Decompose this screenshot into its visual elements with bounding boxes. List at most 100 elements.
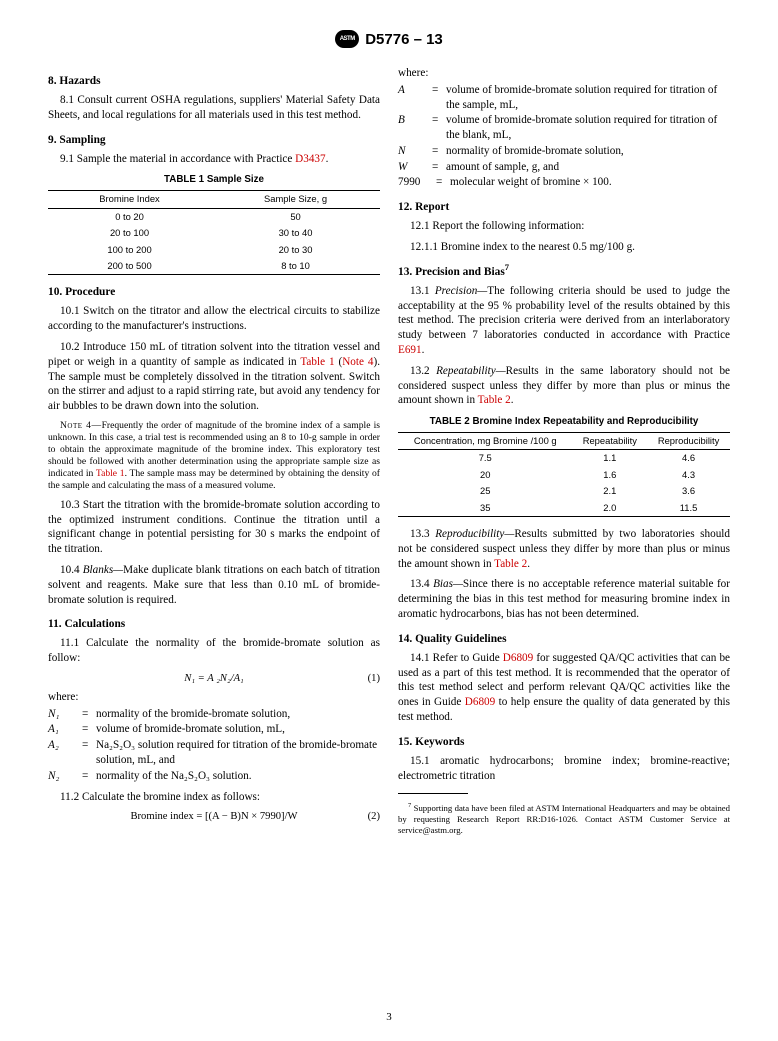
page-number: 3	[386, 1011, 392, 1023]
table-2-col2-head: Repeatability	[573, 433, 648, 450]
table-2-col1-head: Concentration, mg Bromine /100 g	[398, 433, 573, 450]
table-2-wrap: TABLE 2 Bromine Index Repeatability and …	[398, 416, 730, 517]
para-13-3-i: Reproducibility—	[435, 528, 514, 540]
table-2-col3-head: Reproducibility	[647, 433, 730, 450]
def-row: A=volume of bromide-bromate solution req…	[398, 83, 730, 113]
def-eq: =	[432, 83, 446, 113]
eq1-num: (1)	[368, 672, 380, 686]
def-sym: B	[398, 113, 432, 143]
table-row: 7.51.14.6	[398, 450, 730, 467]
def-row: N=normality of bromide-bromate solution,	[398, 144, 730, 159]
ref-table-1-a[interactable]: Table 1	[300, 356, 334, 368]
para-13-2-c: .	[511, 394, 514, 406]
para-13-1-c: .	[422, 344, 425, 356]
para-14-1-a: 14.1 Refer to Guide	[410, 652, 503, 664]
def-sym: A₁	[48, 722, 82, 737]
def-eq: =	[82, 707, 96, 722]
table-1: Bromine Index Sample Size, g 0 to 2050 2…	[48, 190, 380, 275]
section-13-head-a: 13. Precision and Bias	[398, 266, 505, 278]
eq1-body: N₁ = A ₂N₂/A₁	[184, 673, 243, 684]
section-11-head: 11. Calculations	[48, 617, 380, 632]
table-cell: 35	[398, 500, 573, 517]
table-cell: 0 to 20	[48, 208, 211, 225]
ref-d6809-a[interactable]: D6809	[503, 652, 533, 664]
def-row: B=volume of bromide-bromate solution req…	[398, 113, 730, 143]
para-14-1: 14.1 Refer to Guide D6809 for suggested …	[398, 651, 730, 725]
def-eq: =	[436, 175, 450, 190]
def-txt: volume of bromide-bromate solution requi…	[446, 113, 730, 143]
def-eq: =	[82, 738, 96, 768]
para-10-4-a: 10.4	[60, 564, 83, 576]
section-10-head: 10. Procedure	[48, 285, 380, 300]
table-cell: 8 to 10	[211, 258, 380, 275]
ref-d3437[interactable]: D3437	[295, 153, 325, 165]
ref-table-2-a[interactable]: Table 2	[478, 394, 511, 406]
para-13-4-i: Bias—	[433, 578, 463, 590]
footnote-separator	[398, 793, 468, 794]
table-cell: 20 to 30	[211, 242, 380, 258]
table-1-caption: TABLE 1 Sample Size	[48, 174, 380, 187]
table-cell: 50	[211, 208, 380, 225]
def-txt: normality of the Na₂S₂O₃ solution.	[96, 769, 380, 784]
note-4: Note 4—Frequently the order of magnitude…	[48, 420, 380, 492]
table-cell: 20	[398, 467, 573, 483]
def-eq: =	[82, 769, 96, 784]
def-eq: =	[82, 722, 96, 737]
table-row: 252.13.6	[398, 483, 730, 499]
table-cell: 30 to 40	[211, 225, 380, 241]
section-8-head: 8. Hazards	[48, 74, 380, 89]
def-sym: N	[398, 144, 432, 159]
para-13-2: 13.2 Repeatability—Results in the same l…	[398, 364, 730, 408]
eq2-body: Bromine index = [(A − B)N × 7990]/W	[130, 811, 297, 822]
para-13-3-c: .	[527, 558, 530, 570]
ref-d6809-b[interactable]: D6809	[465, 696, 495, 708]
table-cell: 1.1	[573, 450, 648, 467]
table-2: Concentration, mg Bromine /100 g Repeata…	[398, 432, 730, 517]
ref-table-1-b[interactable]: Table 1	[96, 468, 125, 479]
table-cell: 100 to 200	[48, 242, 211, 258]
para-9-1-b: .	[326, 153, 329, 165]
def-row: W=amount of sample, g, and	[398, 160, 730, 175]
section-13-sup: 7	[505, 262, 509, 272]
ref-note-4[interactable]: Note 4	[342, 356, 373, 368]
para-8-1: 8.1 Consult current OSHA regulations, su…	[48, 93, 380, 123]
para-13-1: 13.1 Precision—The following criteria sh…	[398, 284, 730, 358]
para-10-4-italic: Blanks—	[83, 564, 123, 576]
para-13-2-a: 13.2	[410, 365, 436, 377]
table-row: 200 to 5008 to 10	[48, 258, 380, 275]
para-13-3-a: 13.3	[410, 528, 435, 540]
para-10-2: 10.2 Introduce 150 mL of titration solve…	[48, 340, 380, 414]
table-1-col1-head: Bromine Index	[48, 191, 211, 208]
def-txt: normality of the bromide-bromate solutio…	[96, 707, 380, 722]
table-cell: 4.3	[647, 467, 730, 483]
table-row: 20 to 10030 to 40	[48, 225, 380, 241]
def-row: 7990=molecular weight of bromine × 100.	[398, 175, 730, 190]
def-sym: N₁	[48, 707, 82, 722]
para-13-4: 13.4 Bias—Since there is no acceptable r…	[398, 577, 730, 621]
eq2-num: (2)	[368, 810, 380, 824]
table-cell: 2.0	[573, 500, 648, 517]
def-txt: normality of bromide-bromate solution,	[446, 144, 730, 159]
section-12-head: 12. Report	[398, 200, 730, 215]
ref-e691[interactable]: E691	[398, 344, 422, 356]
table-row: 100 to 20020 to 30	[48, 242, 380, 258]
def-eq: =	[432, 160, 446, 175]
para-9-1-a: 9.1 Sample the material in accordance wi…	[60, 153, 295, 165]
def-eq: =	[432, 113, 446, 143]
def-sym: N₂	[48, 769, 82, 784]
table-cell: 3.6	[647, 483, 730, 499]
table-row: 201.64.3	[398, 467, 730, 483]
para-13-1-i: Precision—	[435, 285, 487, 297]
ref-table-2-b[interactable]: Table 2	[494, 558, 527, 570]
para-12-1-1: 12.1.1 Bromine index to the nearest 0.5 …	[398, 240, 730, 255]
equation-1: N₁ = A ₂N₂/A₁ (1)	[48, 672, 380, 686]
para-11-1: 11.1 Calculate the normality of the brom…	[48, 636, 380, 666]
table-1-col2-head: Sample Size, g	[211, 191, 380, 208]
footnote-text: Supporting data have been filed at ASTM …	[398, 803, 730, 835]
table-cell: 200 to 500	[48, 258, 211, 275]
table-cell: 7.5	[398, 450, 573, 467]
table-row: 0 to 2050	[48, 208, 380, 225]
para-11-2: 11.2 Calculate the bromine index as foll…	[48, 790, 380, 805]
table-2-caption: TABLE 2 Bromine Index Repeatability and …	[398, 416, 730, 429]
table-cell: 4.6	[647, 450, 730, 467]
